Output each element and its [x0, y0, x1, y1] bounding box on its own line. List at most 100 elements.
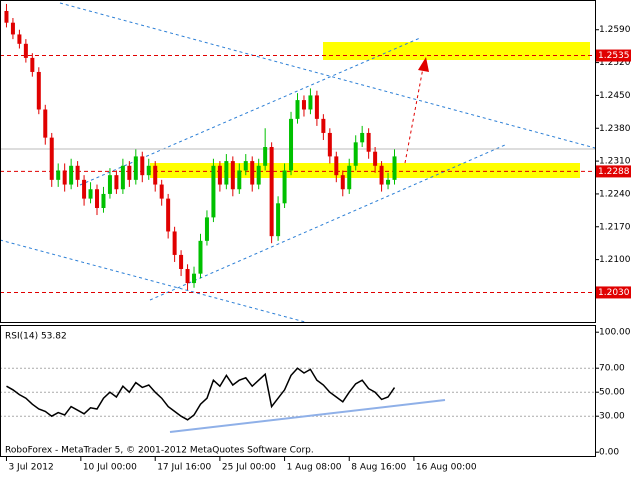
y-tick-label: 100.00	[599, 328, 631, 338]
candle-body	[127, 165, 132, 180]
candle-body	[179, 254, 184, 269]
candle-body	[386, 179, 391, 185]
y-tick-label: 1.2240	[599, 189, 631, 199]
candle-body	[198, 240, 203, 274]
level-label: 1.2030	[598, 288, 630, 298]
candle-body	[230, 161, 235, 190]
x-tick-label: 8 Aug 16:00	[351, 463, 406, 473]
x-tick-label: 1 Aug 08:00	[287, 463, 342, 473]
y-tick-label: 1.2520	[599, 58, 631, 68]
candle-body	[172, 231, 177, 255]
candle-body	[23, 43, 28, 58]
resistance-zone	[323, 42, 590, 60]
y-tick-label: 1.2450	[599, 91, 631, 101]
x-tick-label: 10 Jul 00:00	[83, 463, 137, 473]
candle-body	[217, 165, 222, 185]
y-tick-label: 50.00	[599, 388, 625, 398]
y-tick-label: 70.00	[599, 364, 625, 374]
candle-body	[69, 165, 74, 185]
candle-body	[301, 100, 306, 110]
y-tick-label: 1.2380	[599, 124, 631, 134]
y-tick-label: 1.2170	[599, 222, 631, 232]
candle-body	[269, 147, 274, 237]
rsi-frame	[0, 325, 596, 457]
candle-body	[373, 151, 378, 166]
candle-body	[30, 57, 35, 72]
candle-body	[140, 156, 145, 176]
candle-body	[82, 179, 87, 199]
candle-body	[366, 132, 371, 152]
candle-body	[49, 137, 54, 180]
level-label: 1.2288	[598, 167, 630, 177]
candle-body	[224, 161, 229, 185]
price-frame	[0, 0, 596, 323]
candle-body	[43, 109, 48, 138]
candle-body	[321, 118, 326, 133]
candle-body	[392, 156, 397, 180]
rsi-trend	[169, 399, 446, 433]
forecast-arrow	[404, 67, 424, 164]
level-label-box	[595, 286, 631, 299]
candle-body	[237, 170, 242, 190]
candle-body	[166, 198, 171, 232]
candle-body	[4, 10, 9, 23]
candle-body	[146, 165, 151, 176]
candle-body	[88, 189, 93, 199]
rsi-panel: 100.00 70.00 50.00 30.00 0.00 3 Jul 2012 10 Ju…	[0, 328, 631, 473]
candle-body	[295, 100, 300, 119]
candle-body	[308, 95, 313, 110]
candle-body	[263, 147, 268, 166]
candle-body	[75, 165, 80, 180]
candle-body	[114, 175, 119, 190]
y-tick-label: 1.2310	[599, 157, 631, 167]
candle-body	[243, 161, 248, 171]
candle-body	[347, 165, 352, 190]
candle-body	[159, 184, 164, 199]
level-label-box	[595, 49, 631, 62]
y-tick-label: 1.2590	[599, 25, 631, 35]
level-label-box	[595, 165, 631, 178]
candle-body	[276, 203, 281, 237]
candle-body	[289, 118, 294, 171]
candle-body	[133, 156, 138, 180]
candle-body	[120, 165, 125, 190]
rsi-line	[6, 367, 396, 421]
y-tick-label: 1.2100	[599, 255, 631, 265]
x-tick-label: 16 Aug 00:00	[416, 463, 477, 473]
candle-body	[340, 175, 345, 190]
candle-body	[62, 170, 67, 185]
candle-body	[204, 217, 209, 241]
candle-body	[327, 132, 332, 157]
arrow-head	[418, 57, 429, 72]
x-tick-label: 17 Jul 16:00	[157, 463, 211, 473]
candle-body	[334, 156, 339, 176]
candle-body	[36, 71, 41, 110]
price-panel: 1.2590 1.2520 1.2450 1.2380 1.2310 1.2240 1.21…	[0, 3, 631, 299]
candle-body	[10, 22, 15, 35]
y-tick-label: 0.00	[599, 448, 619, 458]
candle-body	[56, 170, 61, 180]
level-label: 1.2535	[598, 51, 630, 61]
candle-body	[185, 268, 190, 284]
candle-body	[379, 165, 384, 185]
candle-body	[282, 170, 287, 204]
candle-body	[95, 189, 100, 209]
candle-body	[101, 193, 106, 209]
candle-body	[353, 142, 358, 166]
rsi-title: RSI(14) 53.82	[5, 332, 67, 342]
candle-body	[153, 165, 158, 185]
x-tick-label: 25 Jul 00:00	[222, 463, 276, 473]
x-tick-label: 3 Jul 2012	[8, 463, 53, 473]
candle-body	[107, 175, 112, 194]
y-tick-label: 30.00	[599, 412, 625, 422]
candle-body	[314, 95, 319, 119]
footer: RoboForex - MetaTrader 5, © 2001-2012 Me…	[5, 446, 314, 456]
candle-body	[360, 132, 365, 143]
candle-body	[17, 34, 22, 44]
candle-body	[250, 161, 255, 185]
candle-body	[192, 273, 197, 284]
candle-body	[256, 165, 261, 185]
candle-body	[211, 165, 216, 218]
